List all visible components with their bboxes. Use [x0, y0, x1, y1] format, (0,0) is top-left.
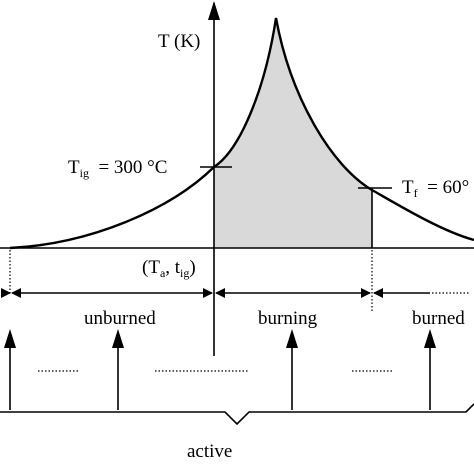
ignition-temperature-label: Tig = 300 °C [68, 158, 167, 179]
zone-label-burning: burning [258, 308, 318, 329]
up-arrow-3-head [286, 329, 298, 348]
t-ig-symbol: T [68, 157, 80, 178]
t-f-symbol: T [402, 177, 414, 198]
y-axis-label: T (K) [158, 31, 201, 52]
temperature-axis-arrowhead [208, 1, 220, 20]
brace-label-active: active [187, 441, 233, 462]
burning-area [214, 18, 372, 248]
zone-label-unburned: unburned [84, 308, 156, 329]
t-f-subscript: f [413, 186, 418, 200]
t-ig-value: = 300 °C [98, 157, 168, 178]
zone-label-burned: burned [412, 308, 465, 329]
temperature-curve [9, 17, 474, 250]
up-arrow-1-head [4, 329, 16, 348]
up-arrow-2-head [112, 329, 124, 348]
t-ig-subscript: ig [79, 166, 89, 180]
flameout-temperature-label: Tf = 60° [402, 178, 469, 199]
up-arrow-4-head [424, 329, 436, 348]
t-f-value: = 60° [427, 177, 470, 198]
origin-label: (Ta, tig) [142, 257, 196, 280]
active-brace [0, 403, 474, 426]
